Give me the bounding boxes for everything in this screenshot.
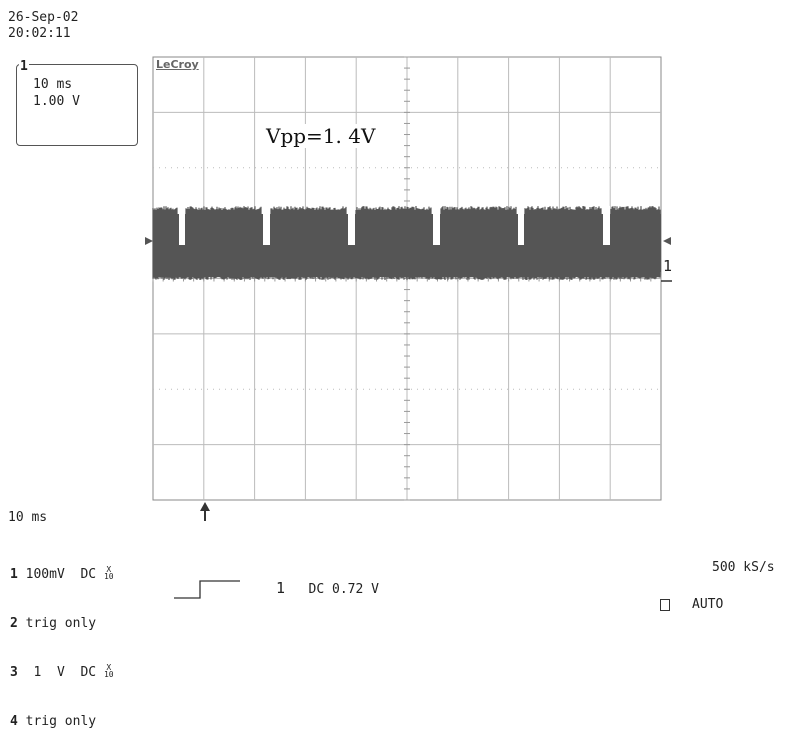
trigger-position-arrow [200,502,210,511]
channel-num: 1 [10,567,18,582]
date: 26-Sep-02 [8,10,79,25]
trigger-level: DC 0.72 V [308,582,379,597]
probe-label: X 10 [103,663,114,679]
channel-row-3[interactable]: 3 1 V DC X 10 [10,664,114,681]
timestamp: 26-Sep-02 20:02:11 [8,10,78,42]
channel-num: 3 [10,665,18,680]
time: 20:02:11 [8,26,71,41]
channel-row-4[interactable]: 4 trig only [10,713,114,730]
channel-setting: 1 V DC [25,665,97,680]
channel-num: 4 [10,714,18,729]
brand-logo: LeCroy [156,58,199,71]
channel-setting: 100mV DC [25,567,97,582]
scope-display [145,56,672,521]
trigger-readout: 1 DC 0.72 V [276,580,379,598]
channel-setting: trig only [25,714,97,729]
timebase-readout: 10 ms [8,510,48,525]
trigger-source: 1 [276,579,286,597]
channel-number: 1 [19,59,29,75]
channel-volts: 1.00 V [33,94,80,109]
channel-list: 1 100mV DC X 10 2 trig only 3 1 V DC X 10 … [10,534,114,746]
trace-marker-label: 1 [663,257,673,275]
channel-row-1[interactable]: 1 100mV DC X 10 [10,566,114,583]
channel-info-box[interactable]: 1 10 ms 1.00 V [16,59,138,146]
channel-timebase: 10 ms [33,77,73,92]
trigger-mode[interactable]: AUTO [660,597,723,613]
rising-edge-trigger-icon [174,580,240,599]
waveform-trace [152,206,661,280]
trigger-mode-label: AUTO [692,597,724,612]
vpp-annotation: Vpp=1. 4V [262,124,380,148]
channel-setting: trig only [25,616,97,631]
right-level-arrow [663,237,671,245]
trigger-status-box [660,598,670,611]
left-level-arrow [145,237,153,245]
sample-rate: 500 kS/s [712,560,775,575]
channel-num: 2 [10,616,18,631]
probe-label: X 10 [103,565,114,581]
